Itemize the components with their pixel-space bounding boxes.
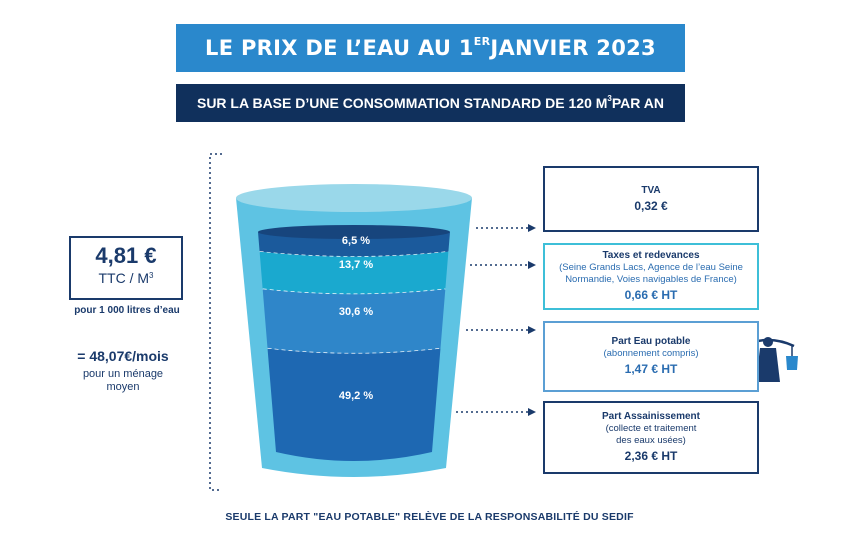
connector-arrow-eau xyxy=(466,326,536,334)
assain-desc-line2: des eaux usées) xyxy=(616,435,686,446)
price-value: 4,81 € xyxy=(95,243,157,268)
box-eau-potable: Part Eau potable (abonnement compris) 1,… xyxy=(543,321,759,392)
taxes-title: Taxes et redevances xyxy=(602,250,700,261)
footer-note: SEULE LA PART "EAU POTABLE" RELÈVE DE LA… xyxy=(225,511,634,523)
taxes-desc-line2: Normandie, Voies navigables de France) xyxy=(565,274,737,285)
price-box: 4,81 € TTC / M3 xyxy=(69,236,183,300)
title-end: JANVIER 2023 xyxy=(490,36,656,60)
page-subtitle: SUR LA BASE D’UNE CONSOMMATION STANDARD … xyxy=(176,84,685,122)
glass-segment-3 xyxy=(262,289,446,354)
price-unit: TTC / M3 xyxy=(71,270,181,286)
monthly-note-line1: pour un ménage xyxy=(82,368,164,380)
glass-rim xyxy=(236,184,472,212)
water-surface xyxy=(258,225,450,239)
box-taxes: Taxes et redevances (Seine Grands Lacs, … xyxy=(543,243,759,310)
segment-label-1: 6,5 % xyxy=(342,235,370,247)
tva-value: 0,32 € xyxy=(634,198,668,213)
monthly-note-line2: moyen xyxy=(106,381,140,393)
segment-label-3: 30,6 % xyxy=(339,306,373,318)
monthly-value: = 48,07€/mois xyxy=(77,348,169,364)
price-unit-superscript: 3 xyxy=(149,271,154,280)
eau-desc-line1: (abonnement compris) xyxy=(603,348,699,359)
bracket-line xyxy=(209,153,222,491)
price-note: pour 1 000 litres d’eau xyxy=(74,305,180,316)
segment-label-4: 49,2 % xyxy=(339,390,373,402)
box-assainissement: Part Assainissement (collecte et traitem… xyxy=(543,401,759,474)
taxes-value: 0,66 € HT xyxy=(624,288,678,302)
connector-arrow-taxes xyxy=(470,261,536,269)
connector-arrow-assain xyxy=(456,408,536,416)
page-title: LE PRIX DE L’EAU AU 1 ER JANVIER 2023 xyxy=(176,24,685,72)
assain-desc-line1: (collecte et traitement xyxy=(605,423,697,434)
segment-label-2: 13,7 % xyxy=(339,259,373,271)
assain-title: Part Assainissement xyxy=(601,411,700,422)
box-tva: TVA 0,32 € xyxy=(543,166,759,232)
glass-segment-4 xyxy=(267,348,441,461)
connector-arrow-tva xyxy=(476,224,536,232)
price-unit-text: TTC / M xyxy=(98,270,150,286)
glass-segment-1 xyxy=(258,232,450,257)
title-superscript: ER xyxy=(473,34,491,48)
subtitle-main: SUR LA BASE D’UNE CONSOMMATION STANDARD … xyxy=(196,95,608,111)
glass-segment-2 xyxy=(259,251,449,295)
assain-value: 2,36 € HT xyxy=(624,449,678,463)
subtitle-superscript: 3 xyxy=(607,93,612,103)
eau-value: 1,47 € HT xyxy=(624,362,678,376)
title-main: LE PRIX DE L’EAU AU 1 xyxy=(205,36,474,60)
eau-title: Part Eau potable xyxy=(611,336,691,347)
subtitle-end: PAR AN xyxy=(611,95,664,111)
taxes-desc-line1: (Seine Grands Lacs, Agence de l’eau Sein… xyxy=(559,262,743,273)
tva-title: TVA xyxy=(641,184,661,196)
monthly-note: pour un ménage moyen xyxy=(44,368,202,394)
